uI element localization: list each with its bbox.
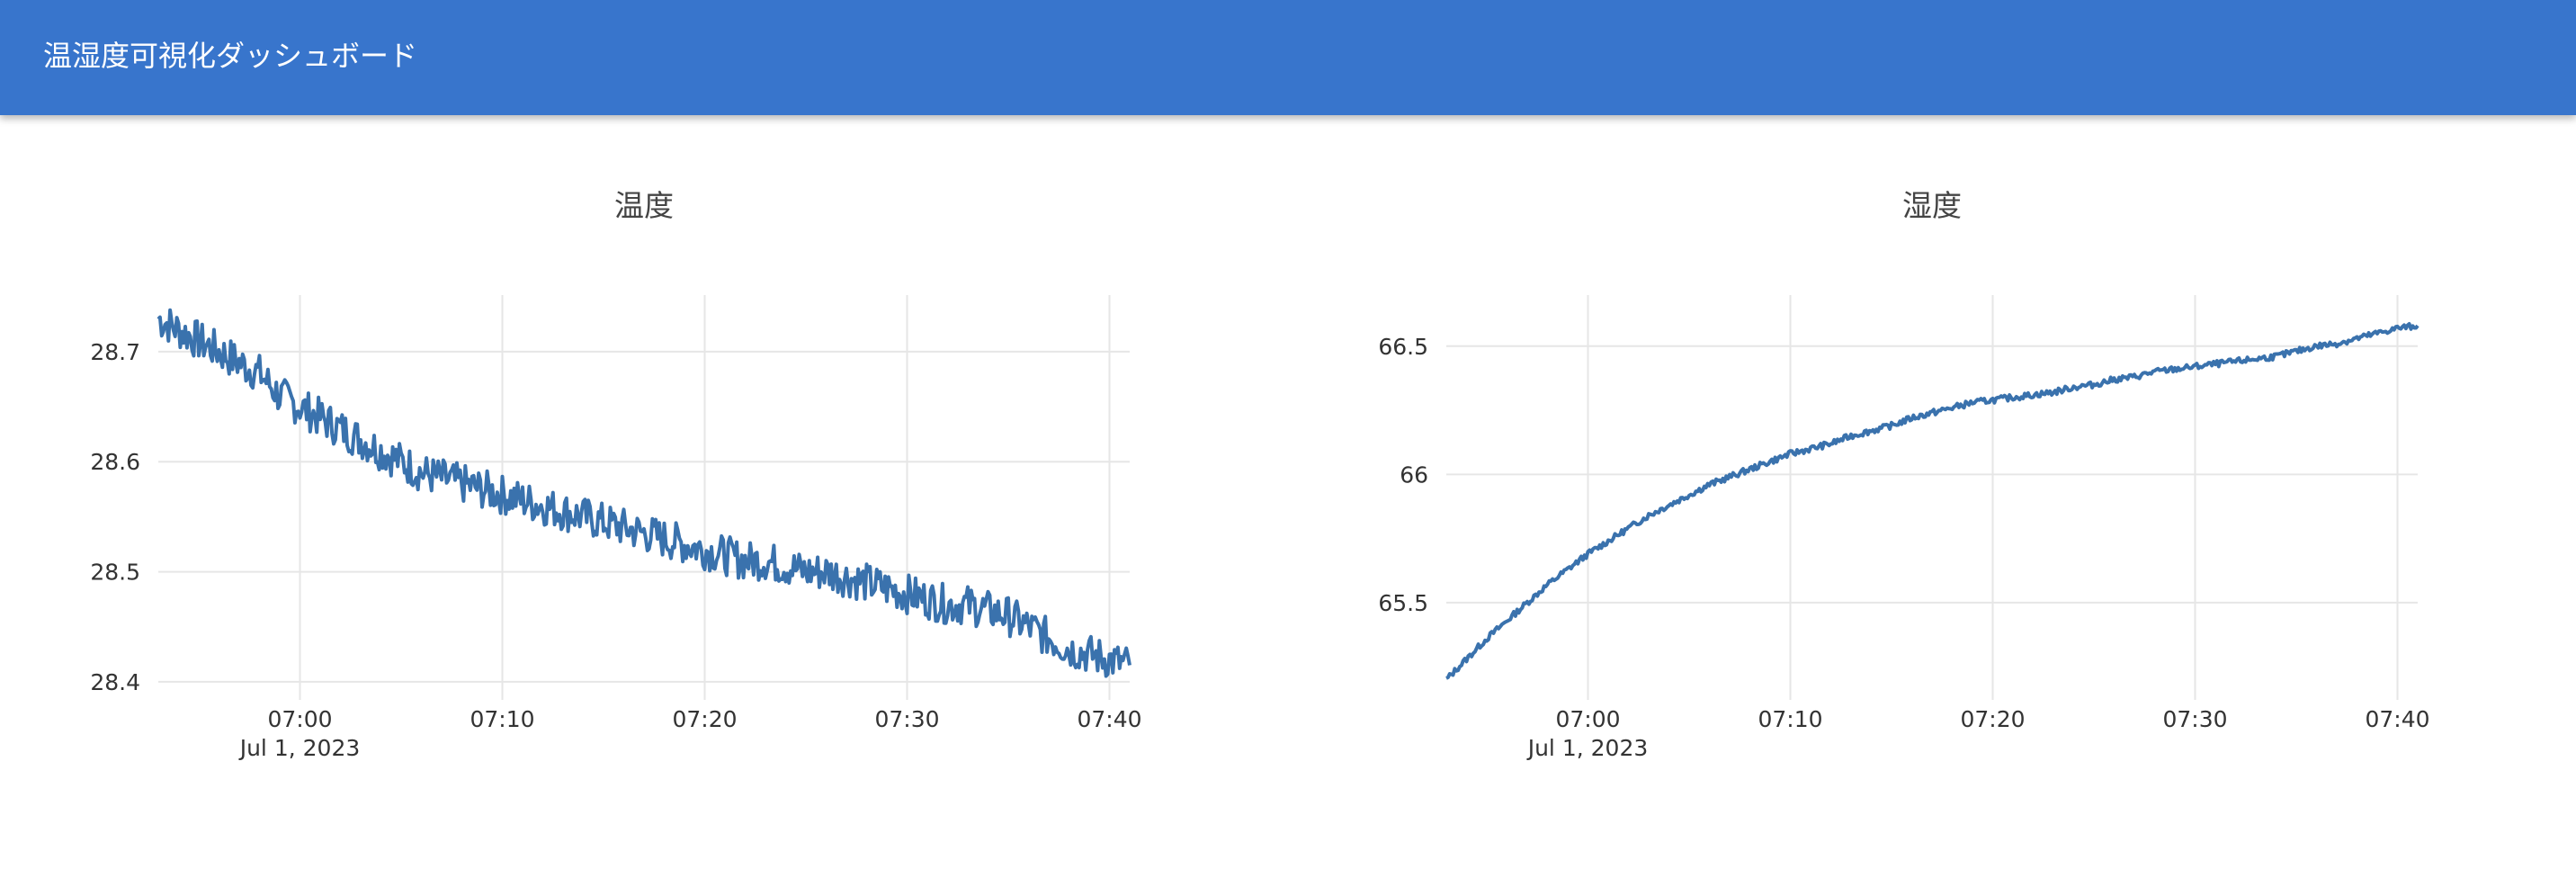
y-tick-label: 66.5 <box>1378 334 1428 360</box>
series-line <box>1445 322 2419 680</box>
x-tick-label: 07:30 <box>2162 706 2227 732</box>
y-tick-label: 66 <box>1400 461 1428 488</box>
app-title: 温湿度可視化ダッシュボード <box>43 39 418 73</box>
x-tick-label: 07:10 <box>470 706 534 732</box>
temperature-chart-svg: 温度 28.4 28.5 28.6 28.7 07:00 07:10 07:20 07:30 0… <box>90 188 1141 761</box>
x-date-label: Jul 1, 2023 <box>238 735 361 761</box>
y-tick-label: 65.5 <box>1378 590 1428 616</box>
x-tick-label: 07:00 <box>1555 706 1620 732</box>
y-tick-label: 28.6 <box>90 449 140 475</box>
x-tick-label: 07:10 <box>1758 706 1822 732</box>
x-tick-label: 07:40 <box>2365 706 2429 732</box>
x-tick-label: 07:20 <box>1960 706 2025 732</box>
app-bar: 温湿度可視化ダッシュボード <box>0 0 2576 115</box>
chart-title: 温度 <box>614 188 674 223</box>
x-date-label: Jul 1, 2023 <box>1526 735 1649 761</box>
x-tick-label: 07:40 <box>1077 706 1141 732</box>
y-tick-label: 28.4 <box>90 669 140 695</box>
y-tick-label: 28.7 <box>90 339 140 365</box>
chart-title: 湿度 <box>1902 188 1962 223</box>
y-tick-label: 28.5 <box>90 560 140 586</box>
series-line <box>157 308 1131 678</box>
humidity-chart: 湿度 65.5 66 66.5 07:00 07:10 07:20 07:30 07:40 Ju… <box>1288 115 2576 896</box>
x-tick-label: 07:00 <box>267 706 332 732</box>
x-tick-label: 07:30 <box>874 706 939 732</box>
x-tick-label: 07:20 <box>672 706 737 732</box>
humidity-chart-svg: 湿度 65.5 66 66.5 07:00 07:10 07:20 07:30 07:40 Ju… <box>1378 188 2429 761</box>
temperature-chart: 温度 28.4 28.5 28.6 28.7 07:00 07:10 07:20 07:30 0… <box>0 115 1288 896</box>
